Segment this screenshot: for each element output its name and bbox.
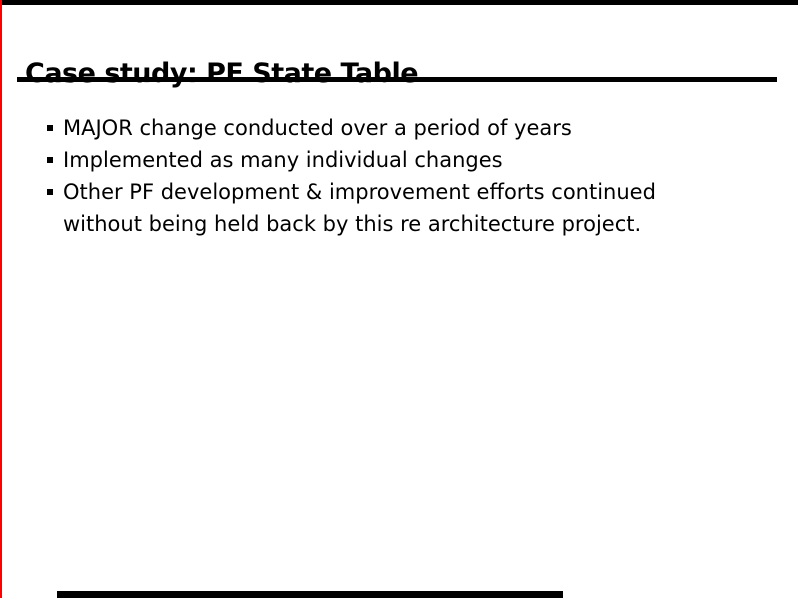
bullet-square-icon [47, 189, 53, 195]
bullet-text: Implemented as many individual changes [63, 148, 503, 172]
left-red-border-line [0, 0, 2, 598]
list-item: MAJOR change conducted over a period of … [47, 112, 737, 144]
slide-title: Case study: PF State Table [25, 58, 419, 90]
bullet-text: MAJOR change conducted over a period of … [63, 116, 572, 140]
list-item: Other PF development & improvement effor… [47, 176, 737, 240]
bullet-square-icon [47, 125, 53, 131]
list-item: Implemented as many individual changes [47, 144, 737, 176]
title-underline-rule [17, 77, 777, 82]
bullet-list: MAJOR change conducted over a period of … [47, 112, 737, 240]
bottom-border-bar [57, 591, 563, 598]
top-border-bar [0, 0, 798, 5]
bullet-text: Other PF development & improvement effor… [63, 180, 656, 236]
bullet-square-icon [47, 157, 53, 163]
